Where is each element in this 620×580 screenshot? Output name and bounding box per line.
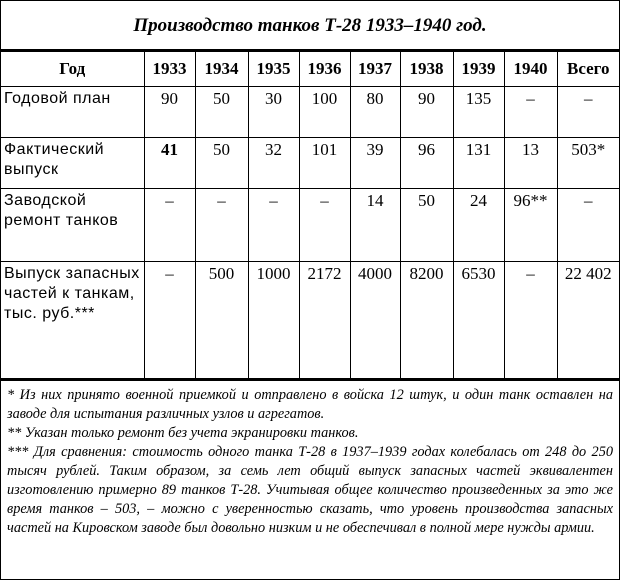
production-table: Год 1933 1934 1935 1936 1937 1938 1939 1…	[1, 51, 619, 379]
footnotes: * Из них принято военной приемкой и отпр…	[1, 379, 619, 543]
footnote: * Из них принято военной приемкой и отпр…	[7, 387, 613, 422]
header-cell: Всего	[556, 51, 619, 87]
cell: –	[503, 86, 558, 138]
cell: 1000	[247, 261, 300, 379]
cell: 30	[247, 86, 300, 138]
cell: 22 402	[556, 261, 619, 379]
cell: –	[143, 261, 196, 379]
header-cell: 1933	[143, 51, 196, 87]
cell: –	[194, 188, 249, 262]
cell: 8200	[399, 261, 454, 379]
header-cell: 1935	[247, 51, 300, 87]
table-row: Выпуск запасных частей к танкам, тыс. ру…	[1, 261, 619, 379]
row-label: Выпуск запасных частей к танкам, тыс. ру…	[1, 261, 145, 379]
cell: 100	[298, 86, 351, 138]
header-cell: Год	[1, 51, 145, 87]
table-row: Годовой план 90 50 30 100 80 90 135 – –	[1, 86, 619, 138]
table-row: Фактический выпуск 41 50 32 101 39 96 13…	[1, 137, 619, 189]
header-cell: 1939	[452, 51, 505, 87]
footnote: *** Для сравнения: стоимость одного танк…	[7, 444, 613, 536]
cell: –	[143, 188, 196, 262]
cell: 6530	[452, 261, 505, 379]
header-cell: 1940	[503, 51, 558, 87]
cell: –	[556, 86, 619, 138]
cell: 135	[452, 86, 505, 138]
cell: 4000	[349, 261, 401, 379]
cell: 101	[298, 137, 351, 189]
row-label: Фактический выпуск	[1, 137, 145, 189]
row-label: Заводской ремонт танков	[1, 188, 145, 262]
cell: 50	[194, 137, 249, 189]
footnote: ** Указан только ремонт без учета экрани…	[7, 425, 359, 441]
header-row: Год 1933 1934 1935 1936 1937 1938 1939 1…	[1, 51, 619, 87]
cell: –	[503, 261, 558, 379]
cell: 41	[143, 137, 196, 189]
cell: 13	[503, 137, 558, 189]
header-cell: 1936	[298, 51, 351, 87]
header-cell: 1934	[194, 51, 249, 87]
cell: 80	[349, 86, 401, 138]
cell: –	[556, 188, 619, 262]
cell: –	[298, 188, 351, 262]
cell: 90	[143, 86, 196, 138]
cell: 90	[399, 86, 454, 138]
cell: 24	[452, 188, 505, 262]
cell: 14	[349, 188, 401, 262]
cell: 131	[452, 137, 505, 189]
table-row: Заводской ремонт танков – – – – 14 50 24…	[1, 188, 619, 262]
row-label: Годовой план	[1, 86, 145, 138]
cell: 39	[349, 137, 401, 189]
cell: –	[247, 188, 300, 262]
header-cell: 1938	[399, 51, 454, 87]
cell: 50	[399, 188, 454, 262]
cell: 96**	[503, 188, 558, 262]
header-cell: 1937	[349, 51, 401, 87]
cell: 96	[399, 137, 454, 189]
cell: 32	[247, 137, 300, 189]
cell: 50	[194, 86, 249, 138]
cell: 500	[194, 261, 249, 379]
cell: 503*	[556, 137, 619, 189]
table-title: Производство танков Т-28 1933–1940 год.	[1, 1, 619, 51]
cell: 2172	[298, 261, 351, 379]
